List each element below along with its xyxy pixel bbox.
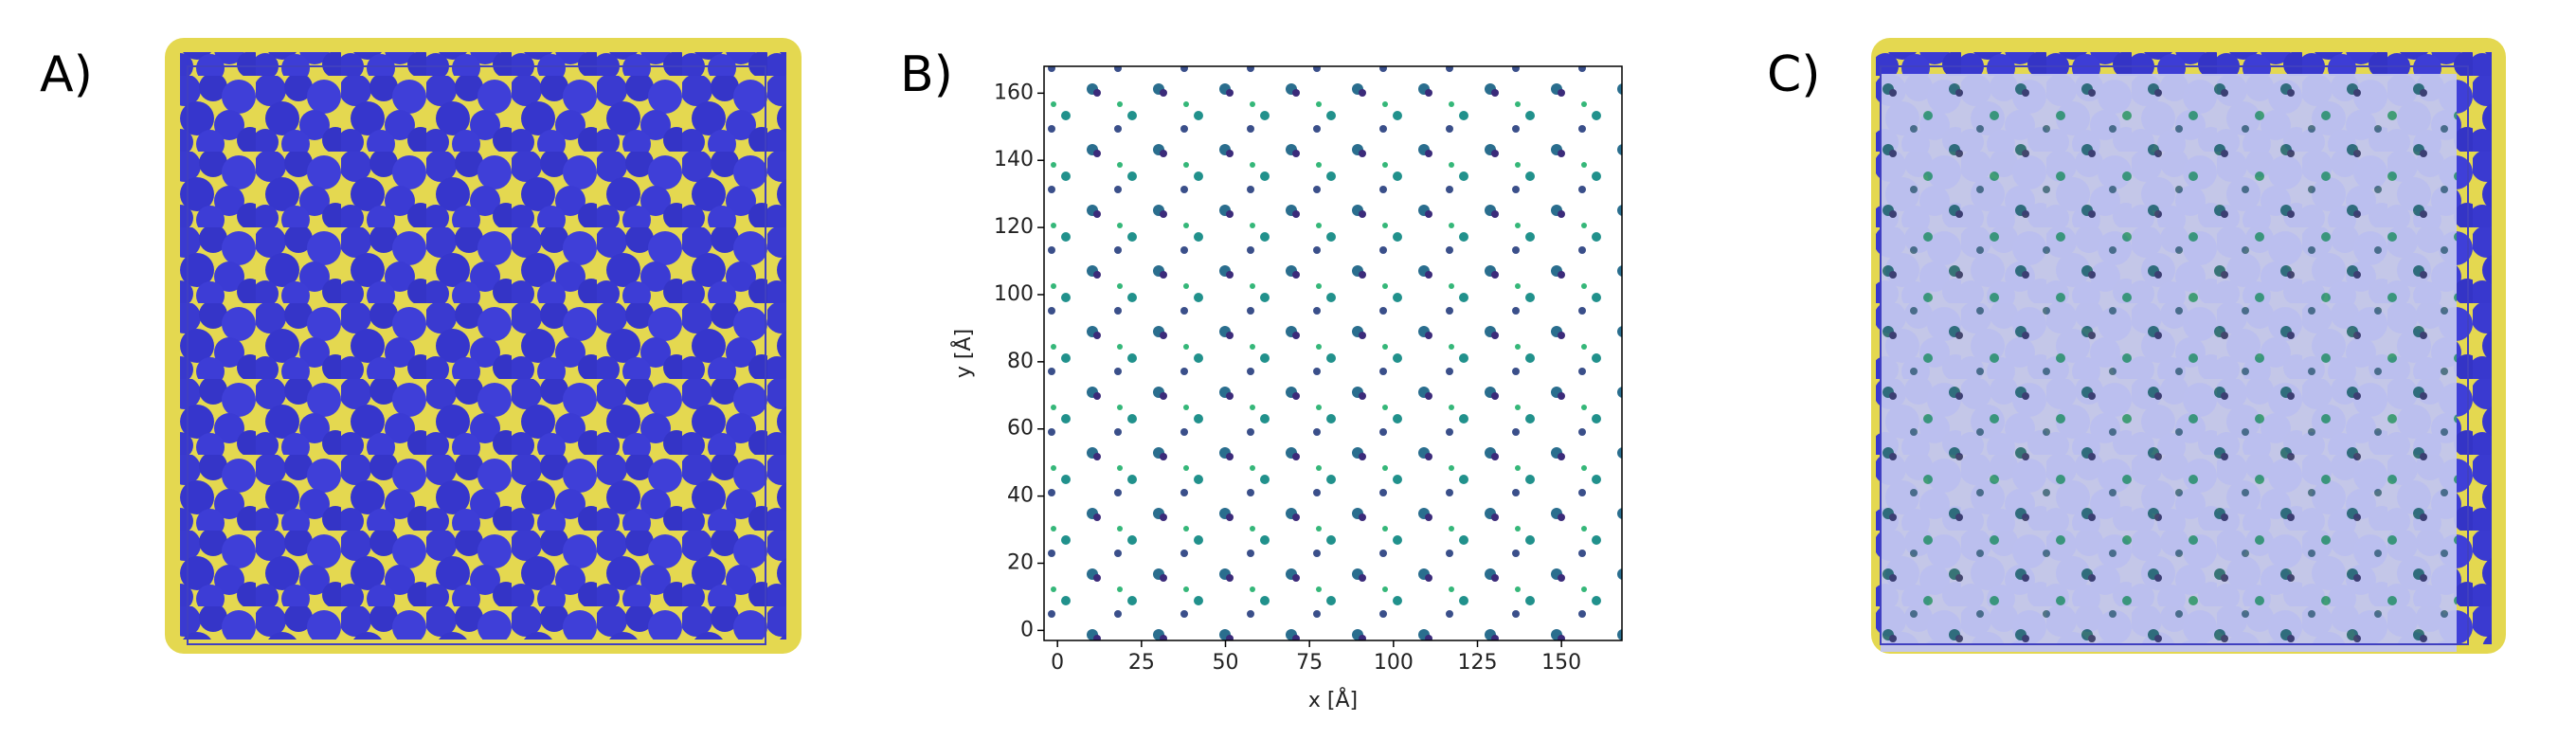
heatmap-image [1044,66,1622,640]
y-tick-label: 20 [1007,550,1034,574]
x-tick-label: 25 [1128,651,1155,675]
y-tick-label: 0 [1020,618,1034,641]
x-axis-label: x [Å] [1308,687,1358,712]
y-tick-label: 40 [1007,484,1034,508]
y-tick-label: 100 [994,282,1034,306]
y-tick-label: 60 [1007,417,1034,441]
y-tick-label: 80 [1007,350,1034,373]
y-axis-label: y [Å] [950,329,976,378]
x-tick-label: 0 [1051,651,1064,675]
panel-label: B) [900,46,953,103]
box [1880,65,2469,645]
y-tick-label: 160 [994,81,1034,104]
x-tick-label: 50 [1213,651,1239,675]
molecule-render [180,52,786,640]
panel-label: C) [1767,46,1821,103]
x-tick-label: 150 [1541,651,1581,675]
y-tick-label: 140 [994,148,1034,171]
overlay-image [1881,74,2457,652]
x-tick-label: 75 [1296,651,1323,675]
x-tick-label: 100 [1374,651,1414,675]
y-tick-label: 120 [994,215,1034,239]
plot-frame [1043,65,1623,641]
box [187,65,766,645]
panel-label: A) [40,46,93,103]
x-tick-label: 125 [1458,651,1498,675]
